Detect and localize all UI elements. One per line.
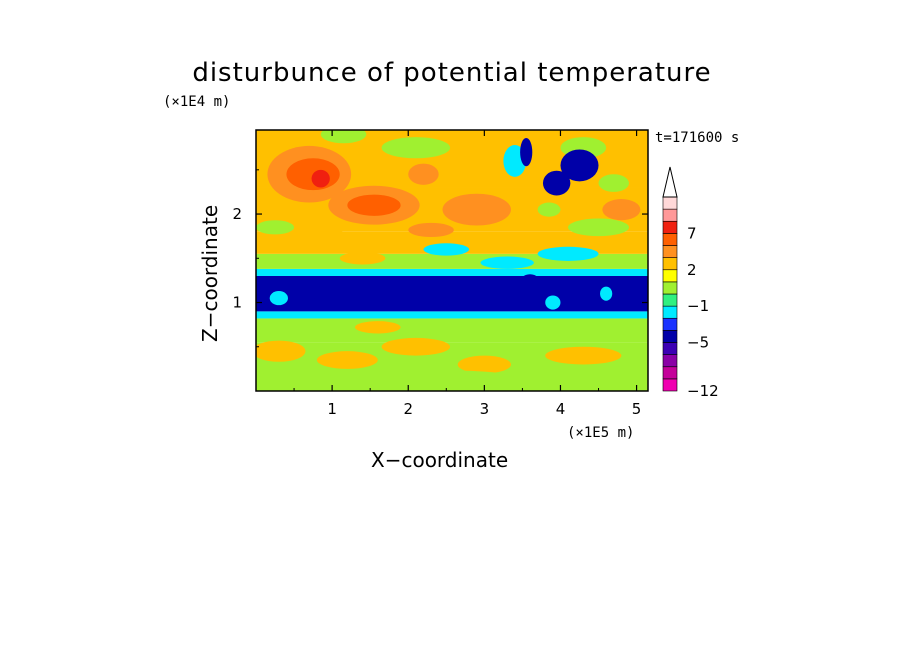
z-axis-unit: (×1E4 m) xyxy=(163,94,231,110)
contour-region xyxy=(537,246,599,261)
contour-region xyxy=(545,346,622,365)
colorbar-segment xyxy=(662,269,678,283)
contour-region xyxy=(518,274,542,296)
time-label: t=171600 s xyxy=(655,130,740,146)
contour-region xyxy=(347,194,401,216)
colorbar-segment xyxy=(662,293,678,307)
colorbar-segment xyxy=(662,317,678,331)
contour-band xyxy=(256,268,648,276)
contour-region xyxy=(309,279,477,308)
contour-field xyxy=(256,130,648,391)
colorbar-segment xyxy=(662,220,678,234)
colorbar-segment xyxy=(662,233,678,246)
contour-region xyxy=(507,318,569,331)
contour-region xyxy=(320,130,367,144)
contour-region xyxy=(457,355,511,374)
x-axis-label: X−coordinate xyxy=(371,448,509,472)
colorbar-label: −5 xyxy=(687,334,709,352)
colorbar-segment xyxy=(662,245,678,258)
contour-region xyxy=(381,137,451,159)
contour-region xyxy=(602,199,641,221)
contour-region xyxy=(537,202,561,217)
colorbar-segment xyxy=(662,196,678,210)
contour-region xyxy=(568,218,629,237)
colorbar-segment xyxy=(662,342,678,355)
colorbar-label: 7 xyxy=(687,224,697,242)
x-tick-label: 2 xyxy=(403,400,413,418)
contour-region xyxy=(256,370,333,385)
contour-region xyxy=(520,137,533,167)
colorbar-segment xyxy=(662,330,678,343)
y-tick-label: 1 xyxy=(232,294,242,312)
contour-region xyxy=(542,170,571,196)
colorbar-segment xyxy=(662,378,678,392)
colorbar-segment xyxy=(662,281,678,295)
contour-region xyxy=(408,222,454,238)
colorbar: −12−5−127 xyxy=(662,166,719,400)
contour-region xyxy=(316,351,378,369)
x-tick-label: 5 xyxy=(632,400,642,418)
contour-region xyxy=(442,193,511,226)
colorbar-segment xyxy=(662,208,678,222)
plot-axes: 1 2 3 4 5 1 2 xyxy=(232,129,649,418)
contour-region xyxy=(256,340,306,362)
contour-region xyxy=(545,295,561,310)
contour-region xyxy=(381,337,451,356)
contour-region xyxy=(339,252,386,265)
contour-region xyxy=(393,370,515,385)
contour-region xyxy=(423,243,470,256)
contour-region xyxy=(522,285,645,311)
contour-region xyxy=(480,256,534,269)
x-tick-label: 3 xyxy=(480,400,490,418)
colorbar-label: −12 xyxy=(687,382,719,400)
colorbar-segment xyxy=(662,257,678,271)
colorbar-label: 2 xyxy=(687,261,697,279)
contour-region xyxy=(269,291,288,306)
contour-band xyxy=(256,311,648,319)
colorbar-label: −1 xyxy=(687,297,709,315)
contour-region xyxy=(311,169,330,188)
contour-region xyxy=(271,227,348,246)
contour-region xyxy=(256,220,295,235)
contour-band xyxy=(256,318,648,343)
contour-region xyxy=(600,286,613,301)
colorbar-segment xyxy=(662,305,678,319)
contour-region xyxy=(354,321,401,334)
contour-region xyxy=(408,163,439,185)
colorbar-segment xyxy=(662,354,678,368)
x-tick-label: 4 xyxy=(556,400,566,418)
plot-frame xyxy=(255,129,649,392)
x-tick-label: 1 xyxy=(327,400,337,418)
x-axis-unit: (×1E5 m) xyxy=(567,425,635,441)
colorbar-segment xyxy=(662,366,678,380)
y-tick-label: 2 xyxy=(232,205,242,223)
contour-region xyxy=(598,174,629,192)
chart-title: disturbunce of potential temperature xyxy=(192,58,712,88)
colorbar-extend-arrow xyxy=(662,166,678,198)
contour-region xyxy=(560,149,599,182)
